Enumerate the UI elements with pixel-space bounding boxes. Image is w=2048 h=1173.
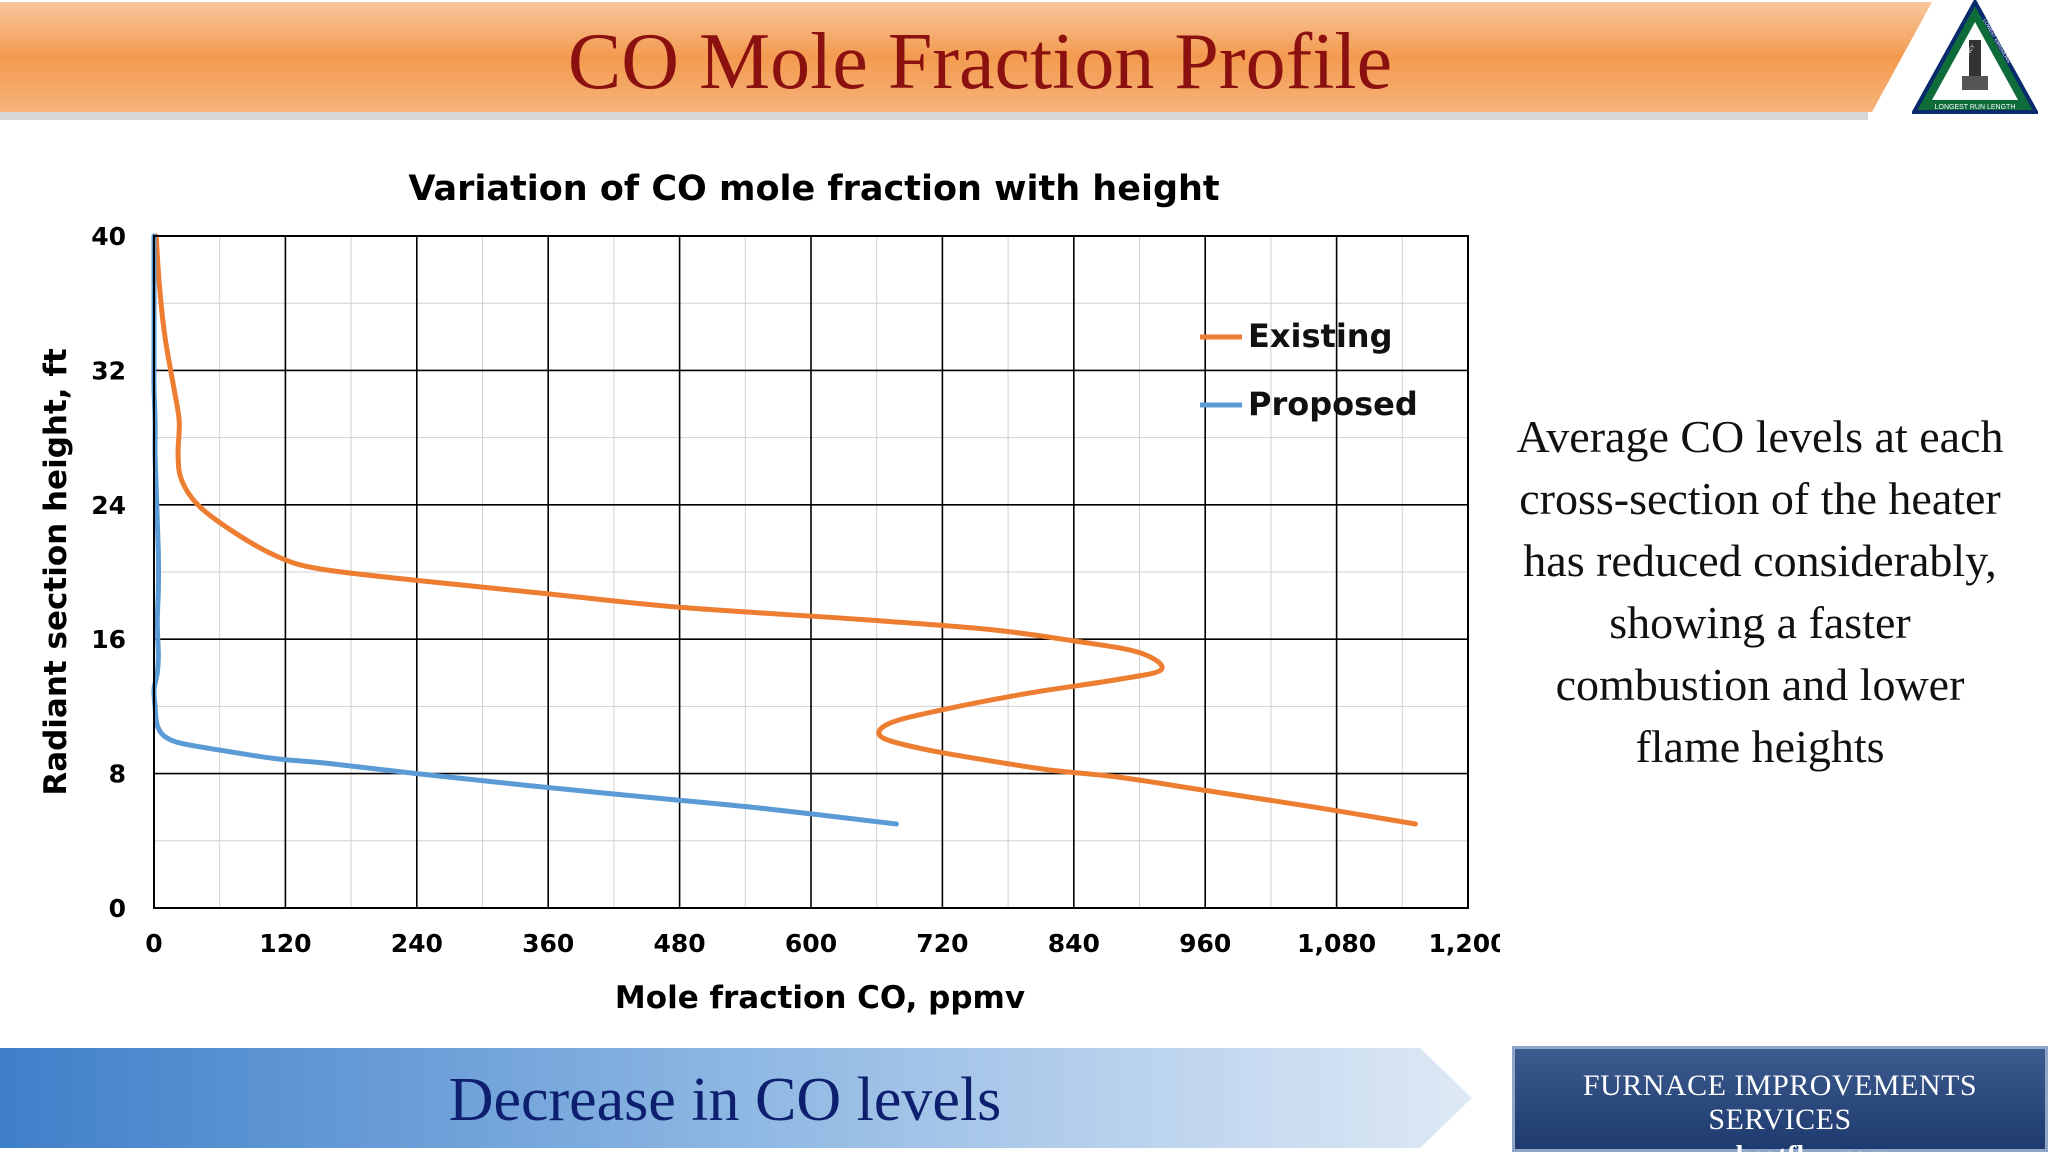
y-tick-label: 32 bbox=[91, 356, 126, 385]
y-tick-label: 8 bbox=[109, 760, 126, 789]
x-tick-label: 1,080 bbox=[1297, 929, 1376, 958]
company-url[interactable]: www.heatflux.com bbox=[1669, 1141, 1891, 1172]
y-tick-label: 16 bbox=[91, 625, 126, 654]
footer-caption: Decrease in CO levels bbox=[448, 1066, 1002, 1134]
y-axis-label: Radiant section height, ft bbox=[38, 348, 74, 796]
x-tick-label: 1,200 bbox=[1428, 929, 1500, 958]
x-tick-label: 960 bbox=[1179, 929, 1231, 958]
company-name: FURNACE IMPROVEMENTS SERVICES bbox=[1582, 1069, 1978, 1136]
x-tick-label: 600 bbox=[785, 929, 837, 958]
plot-frame bbox=[153, 235, 1469, 909]
y-tick-label: 0 bbox=[109, 894, 126, 923]
slide-title: CO Mole Fraction Profile bbox=[567, 18, 1393, 106]
x-tick-label: 360 bbox=[522, 929, 574, 958]
company-logo: HIGHEST EFFICIENCY LOWEST EMISSIONS LONG… bbox=[1912, 0, 2038, 114]
legend-label-proposed: Proposed bbox=[1248, 385, 1418, 423]
company-badge: FURNACE IMPROVEMENTS SERVICES www.heatfl… bbox=[1512, 1046, 2048, 1172]
legend-label-existing: Existing bbox=[1248, 317, 1392, 355]
x-tick-label: 240 bbox=[391, 929, 443, 958]
summary-text: Average CO levels at each cross-section … bbox=[1516, 411, 2004, 772]
x-tick-label: 480 bbox=[654, 929, 706, 958]
x-tick-label: 120 bbox=[259, 929, 311, 958]
y-tick-label: 40 bbox=[91, 222, 126, 251]
x-tick-label: 0 bbox=[145, 929, 162, 958]
header-banner bbox=[0, 2, 1932, 120]
series-layer bbox=[151, 233, 1418, 827]
chart-legend: Existing Proposed bbox=[1200, 317, 1418, 423]
series-line-existing bbox=[153, 233, 1418, 827]
tick-layer: 0 120 240 360 480 600 720 840 960 1,080 1,200 0 8 16 2… bbox=[91, 222, 1500, 958]
y-tick-label: 24 bbox=[91, 491, 126, 520]
x-tick-label: 840 bbox=[1048, 929, 1100, 958]
chart-title: Variation of CO mole fraction with heigh… bbox=[408, 169, 1219, 209]
x-axis-label: Mole fraction CO, ppmv bbox=[615, 980, 1025, 1016]
co-profile-chart: 0 120 240 360 480 600 720 840 960 1,080 1,200 0 8 16 2… bbox=[38, 169, 1500, 1016]
logo-ring-text: LONGEST RUN LENGTH bbox=[1935, 104, 2016, 111]
series-line-proposed bbox=[151, 233, 899, 827]
x-tick-label: 720 bbox=[916, 929, 968, 958]
footer-banner bbox=[0, 1048, 1472, 1148]
